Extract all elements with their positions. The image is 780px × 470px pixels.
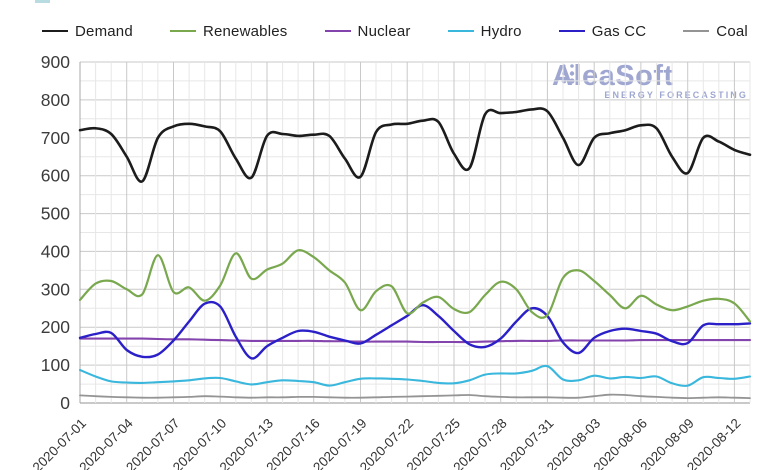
- renewables-line-swatch-icon: [169, 30, 196, 32]
- hydro-line-swatch-icon: [447, 30, 474, 32]
- y-axis-tick-label: 600: [41, 166, 70, 186]
- legend-label: Gas CC: [591, 22, 647, 40]
- y-axis-tick-label: 800: [41, 90, 70, 110]
- legend-item-coal[interactable]: Coal: [683, 23, 748, 40]
- legend-label: Nuclear: [357, 22, 411, 40]
- legend-item-demand[interactable]: Demand: [42, 23, 133, 40]
- y-axis-tick-label: 900: [41, 52, 70, 72]
- legend-item-gas-cc[interactable]: Gas CC: [558, 22, 647, 40]
- coal-line-swatch-icon: [683, 30, 710, 32]
- series-line-coal[interactable]: [79, 393, 751, 399]
- cropped-element-artifact: [35, 0, 50, 3]
- y-axis-tick-label: 500: [41, 204, 70, 224]
- legend-item-hydro[interactable]: Hydro: [447, 22, 522, 40]
- legend-label: Hydro: [480, 22, 522, 40]
- y-axis-tick-label: 300: [41, 279, 70, 299]
- nuclear-line-swatch-icon: [324, 30, 351, 32]
- legend-label: Demand: [75, 22, 133, 40]
- series-line-nuclear[interactable]: [78, 337, 752, 344]
- demand-line-swatch-icon: [42, 30, 68, 32]
- y-axis-tick-label: 0: [60, 393, 70, 413]
- axis-tick-labels: 01002003004005006007008009002020-07-0120…: [30, 52, 744, 470]
- y-axis-tick-label: 100: [41, 355, 70, 375]
- series-line-renewables[interactable]: [78, 249, 752, 323]
- legend-label: Coal: [716, 22, 748, 40]
- chart-legend: Demand Renewables Nuclear Hydro Gas CC C…: [42, 20, 748, 42]
- gas-cc-line-swatch-icon: [558, 30, 585, 32]
- series-line-hydro[interactable]: [78, 364, 752, 387]
- legend-label: Renewables: [202, 22, 288, 40]
- series-lines: [78, 107, 752, 399]
- y-axis-tick-label: 400: [41, 241, 70, 261]
- y-axis-tick-label: 700: [41, 128, 70, 148]
- y-axis-tick-label: 200: [41, 317, 70, 337]
- gridlines: [79, 61, 751, 404]
- series-line-demand[interactable]: [78, 107, 752, 183]
- legend-item-nuclear[interactable]: Nuclear: [324, 22, 411, 40]
- logo-subtitle: ENERGY FORECASTING: [604, 90, 748, 100]
- legend-item-renewables[interactable]: Renewables: [169, 22, 288, 40]
